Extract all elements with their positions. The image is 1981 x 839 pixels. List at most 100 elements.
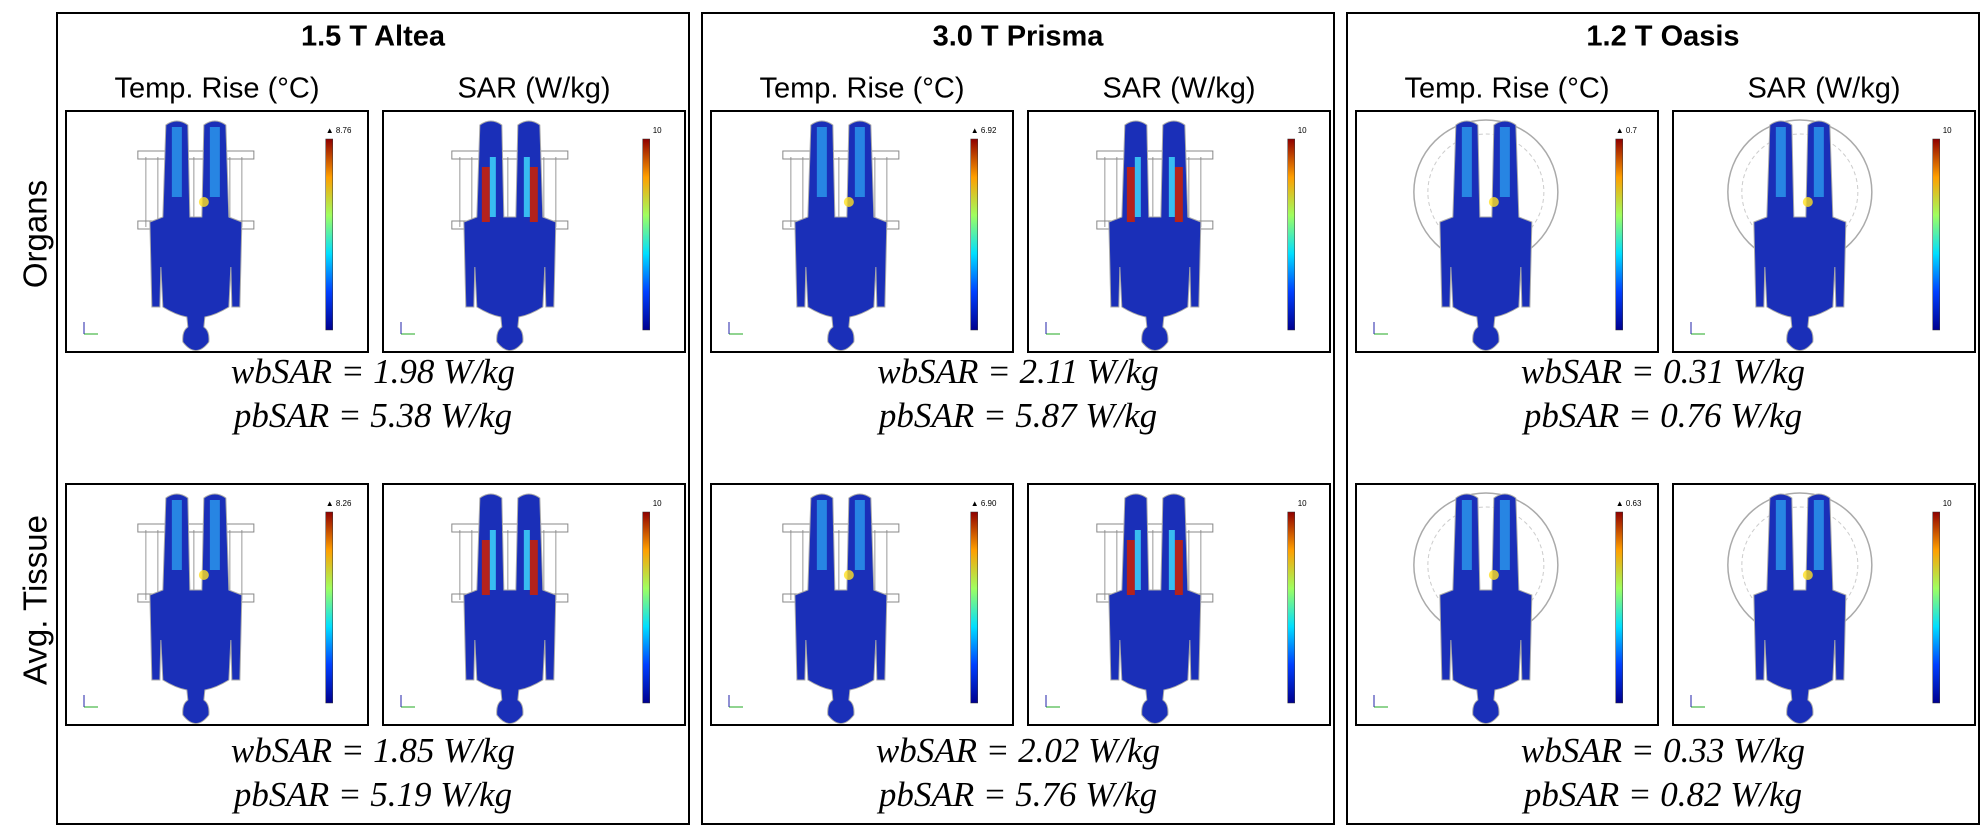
panel-frame [1346, 12, 1980, 825]
hotspot [843, 570, 854, 580]
colorbar [325, 511, 333, 704]
hotspot [489, 530, 496, 590]
colorbar-max-label: ▲ 6.92 [971, 126, 997, 135]
coil-ring [1741, 133, 1859, 251]
coil-ring [451, 523, 569, 533]
hotspot [1168, 157, 1175, 217]
wbsar-formula: wbSAR = 2.02 W/kg [876, 731, 1160, 770]
colorbar [1615, 511, 1623, 704]
hotspot [854, 500, 865, 570]
hotspot [489, 157, 496, 217]
coil-ring [137, 150, 255, 160]
hotspot [209, 127, 220, 197]
colorbar [642, 511, 650, 704]
body-map [451, 493, 569, 724]
column-header: SAR (W/kg) [1747, 73, 1900, 105]
body-map [451, 120, 569, 351]
colorbar-max-label: ▲ 0.7 [1616, 126, 1638, 135]
pbsar-formula: pbSAR = 5.38 W/kg [231, 396, 512, 435]
hotspot [1168, 530, 1175, 590]
panel-frame [701, 12, 1335, 825]
hotspot [529, 167, 538, 222]
hotspot [1802, 570, 1813, 580]
hotspot [1499, 127, 1510, 197]
colorbar-max-label: 10 [1298, 126, 1307, 135]
colorbar-max-label: ▲ 0.63 [1616, 499, 1642, 508]
wbsar-formula: wbSAR = 2.11 W/kg [877, 352, 1159, 391]
column-header: SAR (W/kg) [1102, 73, 1255, 105]
colorbar-max-label: 10 [1298, 499, 1307, 508]
hotspot [1499, 500, 1510, 570]
hotspot [1775, 500, 1786, 570]
colorbar-max-label: ▲ 6.90 [971, 499, 997, 508]
body-map [1413, 119, 1559, 351]
coil-ring [1096, 523, 1214, 533]
wbsar-formula: wbSAR = 0.31 W/kg [1521, 352, 1805, 391]
colorbar [1615, 138, 1623, 331]
hotspot [1134, 530, 1141, 590]
hotspot [1488, 197, 1499, 207]
colorbar [1287, 511, 1295, 704]
hotspot [198, 570, 209, 580]
hotspot [1174, 167, 1183, 222]
coil-ring [782, 523, 900, 533]
pbsar-formula: pbSAR = 5.19 W/kg [231, 775, 512, 814]
panel-title: 1.2 T Oasis [1586, 21, 1739, 53]
panel-title: 3.0 T Prisma [933, 21, 1105, 53]
colorbar-max-label: ▲ 8.76 [326, 126, 352, 135]
body-map [1727, 492, 1873, 724]
hotspot [1461, 127, 1472, 197]
colorbar [970, 511, 978, 704]
colorbar-max-label: ▲ 8.26 [326, 499, 352, 508]
hotspot [481, 540, 490, 595]
hotspot [1126, 167, 1135, 222]
column-header: Temp. Rise (°C) [760, 73, 965, 105]
colorbar [1932, 511, 1940, 704]
body-map [782, 120, 900, 351]
hotspot [1813, 500, 1824, 570]
hotspot [1775, 127, 1786, 197]
body-map [1096, 493, 1214, 724]
pbsar-formula: pbSAR = 5.76 W/kg [876, 775, 1157, 814]
hotspot [1488, 570, 1499, 580]
hotspot [198, 197, 209, 207]
body-map [1096, 120, 1214, 351]
panel-title: 1.5 T Altea [301, 21, 446, 53]
wbsar-formula: wbSAR = 0.33 W/kg [1521, 731, 1805, 770]
hotspot [1126, 540, 1135, 595]
wbsar-formula: wbSAR = 1.85 W/kg [231, 731, 515, 770]
colorbar [1932, 138, 1940, 331]
body-map [137, 120, 255, 351]
hotspot [1802, 197, 1813, 207]
column-header: SAR (W/kg) [457, 73, 610, 105]
coil-ring [782, 150, 900, 160]
coil-ring [1096, 150, 1214, 160]
body-map [1413, 492, 1559, 724]
colorbar-max-label: 10 [1943, 126, 1952, 135]
hotspot [171, 500, 182, 570]
hotspot [1134, 157, 1141, 217]
colorbar-max-label: 10 [1943, 499, 1952, 508]
hotspot [1174, 540, 1183, 595]
coil-ring [451, 150, 569, 160]
coil-ring [1427, 506, 1545, 624]
coil-ring [1427, 133, 1545, 251]
colorbar-max-label: 10 [653, 126, 662, 135]
row-label: Organs [17, 180, 54, 288]
hotspot [171, 127, 182, 197]
body-map [1727, 119, 1873, 351]
coil-ring [137, 523, 255, 533]
hotspot [843, 197, 854, 207]
colorbar [325, 138, 333, 331]
pbsar-formula: pbSAR = 0.82 W/kg [1521, 775, 1802, 814]
hotspot [529, 540, 538, 595]
coil-ring [1741, 506, 1859, 624]
hotspot [481, 167, 490, 222]
body-map [137, 493, 255, 724]
body-map [782, 493, 900, 724]
row-label: Avg. Tissue [17, 515, 54, 685]
colorbar [970, 138, 978, 331]
panel-frame [56, 12, 690, 825]
hotspot [523, 157, 530, 217]
